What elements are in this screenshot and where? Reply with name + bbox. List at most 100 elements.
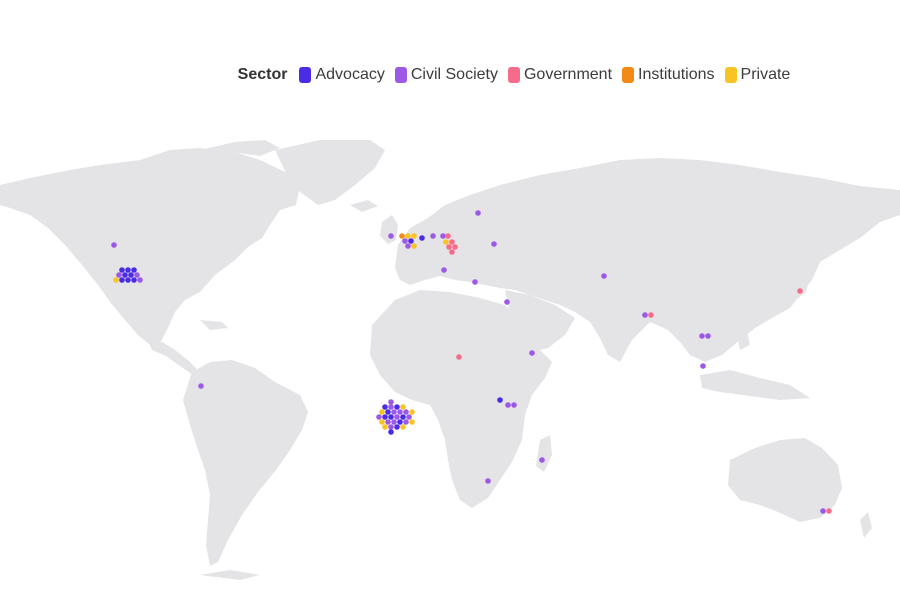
map-point-civil[interactable] — [137, 277, 143, 283]
map-point-civil[interactable] — [403, 419, 409, 425]
map-point-civil[interactable] — [391, 409, 397, 415]
map-point-private[interactable] — [379, 409, 385, 415]
map-point-advocacy[interactable] — [408, 238, 414, 244]
map-point-civil[interactable] — [475, 210, 481, 216]
map-point-civil[interactable] — [405, 243, 411, 249]
map-point-civil[interactable] — [642, 312, 648, 318]
land-madagascar — [536, 435, 552, 472]
map-point-advocacy[interactable] — [394, 404, 400, 410]
map-point-civil[interactable] — [388, 424, 394, 430]
legend-item-civil-society[interactable]: Civil Society — [394, 66, 498, 84]
map-point-civil[interactable] — [397, 409, 403, 415]
map-point-civil[interactable] — [430, 233, 436, 239]
map-point-civil[interactable] — [388, 233, 394, 239]
map-point-civil[interactable] — [511, 402, 517, 408]
map-point-advocacy[interactable] — [125, 267, 131, 273]
map-point-advocacy[interactable] — [125, 277, 131, 283]
map-point-private[interactable] — [443, 239, 449, 245]
map-point-advocacy[interactable] — [131, 267, 137, 273]
map-point-civil[interactable] — [505, 402, 511, 408]
legend-item-institutions[interactable]: Institutions — [622, 66, 715, 84]
map-point-civil[interactable] — [376, 414, 382, 420]
map-point-civil[interactable] — [529, 350, 535, 356]
map-point-civil[interactable] — [820, 508, 826, 514]
map-point-civil[interactable] — [198, 383, 204, 389]
map-point-advocacy[interactable] — [122, 272, 128, 278]
map-point-civil[interactable] — [134, 272, 140, 278]
land-australia — [728, 438, 842, 522]
map-point-advocacy[interactable] — [388, 429, 394, 435]
land-arctic-islands — [200, 140, 280, 156]
map-point-advocacy[interactable] — [497, 397, 503, 403]
land-africa — [370, 290, 552, 508]
map-point-advocacy[interactable] — [119, 277, 125, 283]
map-point-government[interactable] — [826, 508, 832, 514]
legend-swatch-civil-society — [394, 67, 407, 83]
map-point-civil[interactable] — [705, 333, 711, 339]
map-point-institutions[interactable] — [399, 233, 405, 239]
map-point-civil[interactable] — [601, 273, 607, 279]
map-point-private[interactable] — [379, 419, 385, 425]
map-point-government[interactable] — [449, 239, 455, 245]
map-point-private[interactable] — [400, 404, 406, 410]
legend-item-advocacy[interactable]: Advocacy — [299, 66, 385, 84]
map-point-civil[interactable] — [441, 267, 447, 273]
land-philippines — [735, 322, 750, 350]
map-point-advocacy[interactable] — [131, 277, 137, 283]
land-new-zealand — [860, 512, 872, 538]
map-point-civil[interactable] — [385, 419, 391, 425]
map-point-civil[interactable] — [700, 363, 706, 369]
map-point-advocacy[interactable] — [397, 419, 403, 425]
legend-item-private[interactable]: Private — [724, 66, 790, 84]
legend-label-advocacy: Advocacy — [315, 66, 385, 83]
map-point-government[interactable] — [456, 354, 462, 360]
map-point-civil[interactable] — [406, 414, 412, 420]
map-point-civil[interactable] — [394, 414, 400, 420]
legend-item-government[interactable]: Government — [507, 66, 613, 84]
map-point-civil[interactable] — [388, 399, 394, 405]
map-point-private[interactable] — [382, 424, 388, 430]
land-south-america — [183, 360, 308, 566]
legend-swatch-government — [507, 67, 520, 83]
map-point-advocacy[interactable] — [400, 414, 406, 420]
map-point-civil[interactable] — [391, 419, 397, 425]
map-point-private[interactable] — [409, 419, 415, 425]
map-point-government[interactable] — [648, 312, 654, 318]
map-point-civil[interactable] — [472, 279, 478, 285]
map-point-private[interactable] — [400, 424, 406, 430]
legend-label-government: Government — [523, 66, 613, 83]
map-point-civil[interactable] — [485, 478, 491, 484]
legend: Sector Advocacy Civil Society Government… — [0, 66, 900, 84]
map-point-advocacy[interactable] — [382, 414, 388, 420]
map-point-civil[interactable] — [403, 409, 409, 415]
map-point-advocacy[interactable] — [394, 424, 400, 430]
map-point-civil[interactable] — [504, 299, 510, 305]
map-point-civil[interactable] — [388, 404, 394, 410]
map-point-private[interactable] — [405, 233, 411, 239]
map-point-private[interactable] — [411, 233, 417, 239]
map-point-advocacy[interactable] — [382, 404, 388, 410]
map-point-civil[interactable] — [699, 333, 705, 339]
map-point-government[interactable] — [446, 244, 452, 250]
map-point-advocacy[interactable] — [419, 235, 425, 241]
map-point-advocacy[interactable] — [388, 414, 394, 420]
map-point-private[interactable] — [411, 243, 417, 249]
map-point-government[interactable] — [452, 244, 458, 250]
map-point-government[interactable] — [449, 249, 455, 255]
map-point-advocacy[interactable] — [385, 409, 391, 415]
map-point-civil[interactable] — [440, 233, 446, 239]
map-point-private[interactable] — [113, 277, 119, 283]
map-point-civil[interactable] — [116, 272, 122, 278]
land-japan — [790, 258, 812, 300]
map-point-government[interactable] — [797, 288, 803, 294]
map-point-civil[interactable] — [491, 241, 497, 247]
map-point-civil[interactable] — [111, 242, 117, 248]
land-caribbean — [200, 320, 228, 330]
map-point-advocacy[interactable] — [128, 272, 134, 278]
map-point-civil[interactable] — [539, 457, 545, 463]
map-point-advocacy[interactable] — [119, 267, 125, 273]
map-point-private[interactable] — [409, 409, 415, 415]
map-point-civil[interactable] — [402, 238, 408, 244]
map-point-government[interactable] — [445, 233, 451, 239]
